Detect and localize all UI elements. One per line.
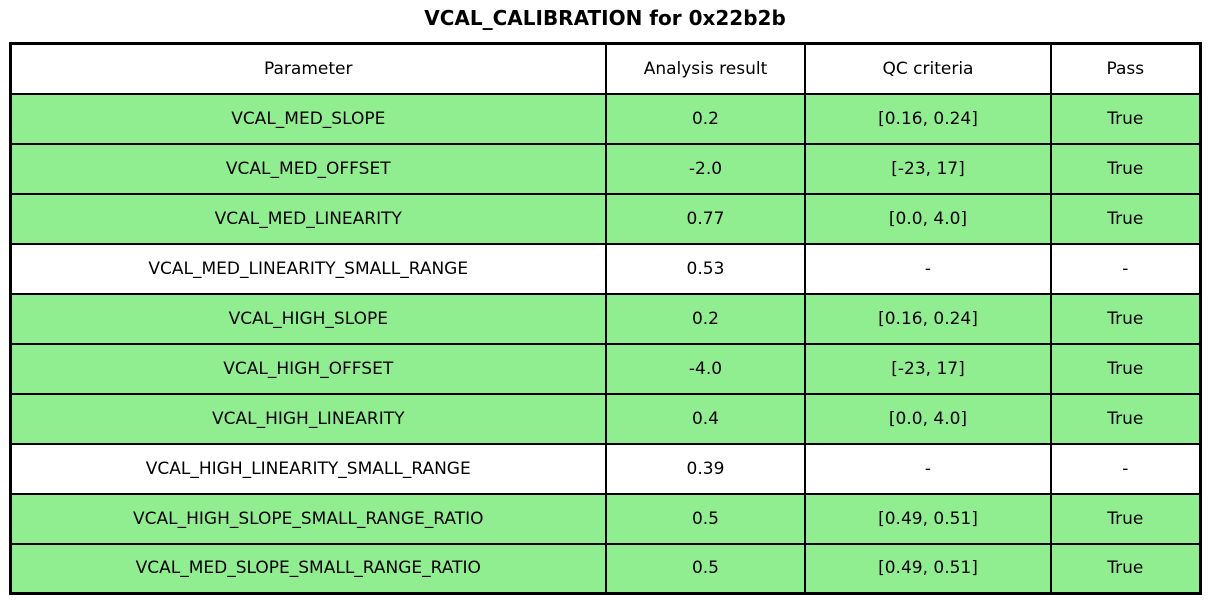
cell-result: 0.4	[604, 392, 807, 445]
cell-pass: True	[1049, 292, 1202, 345]
column-header-qc-criteria: QC criteria	[804, 42, 1052, 95]
table-row: VCAL_MED_SLOPE_SMALL_RANGE_RATIO 0.5 [0.49…	[9, 542, 1202, 595]
cell-result: 0.5	[604, 542, 807, 595]
cell-parameter: VCAL_HIGH_SLOPE	[9, 292, 607, 345]
cell-parameter: VCAL_MED_SLOPE	[9, 92, 607, 145]
cell-parameter: VCAL_HIGH_SLOPE_SMALL_RANGE_RATIO	[9, 492, 607, 545]
page-title: VCAL_CALIBRATION for 0x22b2b	[424, 6, 786, 30]
cell-result: 0.39	[604, 442, 807, 495]
cell-parameter: VCAL_MED_LINEARITY_SMALL_RANGE	[9, 242, 607, 295]
cell-pass: -	[1049, 442, 1202, 495]
cell-result: 0.5	[604, 492, 807, 545]
cell-pass: -	[1049, 242, 1202, 295]
cell-parameter: VCAL_MED_OFFSET	[9, 142, 607, 195]
cell-qc: [0.16, 0.24]	[804, 292, 1052, 345]
cell-qc: [0.0, 4.0]	[804, 392, 1052, 445]
table-row: VCAL_MED_LINEARITY 0.77 [0.0, 4.0] True	[9, 192, 1202, 245]
table-row: VCAL_HIGH_LINEARITY_SMALL_RANGE 0.39- -	[9, 442, 1202, 495]
table-row: VCAL_HIGH_SLOPE_SMALL_RANGE_RATIO 0.5 [0.4…	[9, 492, 1202, 545]
cell-result: -2.0	[604, 142, 807, 195]
cell-pass: True	[1049, 492, 1202, 545]
cell-result: 0.2	[604, 92, 807, 145]
cell-qc: [0.0, 4.0]	[804, 192, 1052, 245]
table-row: VCAL_MED_LINEARITY_SMALL_RANGE 0.53- -	[9, 242, 1202, 295]
table-row: VCAL_HIGH_SLOPE 0.2 [0.16, 0.24] True	[9, 292, 1202, 345]
cell-qc: -	[804, 242, 1052, 295]
table-row: VCAL_HIGH_LINEARITY 0.4 [0.0, 4.0] True	[9, 392, 1202, 445]
cell-parameter: VCAL_HIGH_LINEARITY_SMALL_RANGE	[9, 442, 607, 495]
column-header-analysis-result: Analysis result	[604, 42, 807, 95]
cell-qc: -	[804, 442, 1052, 495]
cell-qc: [0.49, 0.51]	[804, 492, 1052, 545]
table-row: VCAL_HIGH_OFFSET -4.0 [-23, 17] True	[9, 342, 1202, 395]
cell-qc: [-23, 17]	[804, 342, 1052, 395]
cell-parameter: VCAL_MED_SLOPE_SMALL_RANGE_RATIO	[9, 542, 607, 595]
cell-qc: [0.16, 0.24]	[804, 92, 1052, 145]
column-header-parameter: Parameter	[9, 42, 607, 95]
table-row: VCAL_MED_OFFSET -2.0 [-23, 17] True	[9, 142, 1202, 195]
cell-parameter: VCAL_HIGH_OFFSET	[9, 342, 607, 395]
cell-result: 0.77	[604, 192, 807, 245]
cell-pass: True	[1049, 142, 1202, 195]
cell-pass: True	[1049, 542, 1202, 595]
qc-results-table: Parameter Analysis result QC criteria Pa…	[9, 42, 1202, 595]
cell-parameter: VCAL_HIGH_LINEARITY	[9, 392, 607, 445]
cell-pass: True	[1049, 92, 1202, 145]
cell-pass: True	[1049, 392, 1202, 445]
cell-qc: [0.49, 0.51]	[804, 542, 1052, 595]
column-header-pass: Pass	[1049, 42, 1202, 95]
header-row: Parameter Analysis result QC criteria Pa…	[9, 42, 1202, 95]
cell-qc: [-23, 17]	[804, 142, 1052, 195]
cell-pass: True	[1049, 192, 1202, 245]
table-row: VCAL_MED_SLOPE 0.2 [0.16, 0.24] True	[9, 92, 1202, 145]
cell-result: 0.53	[604, 242, 807, 295]
cell-result: -4.0	[604, 342, 807, 395]
cell-result: 0.2	[604, 292, 807, 345]
cell-parameter: VCAL_MED_LINEARITY	[9, 192, 607, 245]
cell-pass: True	[1049, 342, 1202, 395]
